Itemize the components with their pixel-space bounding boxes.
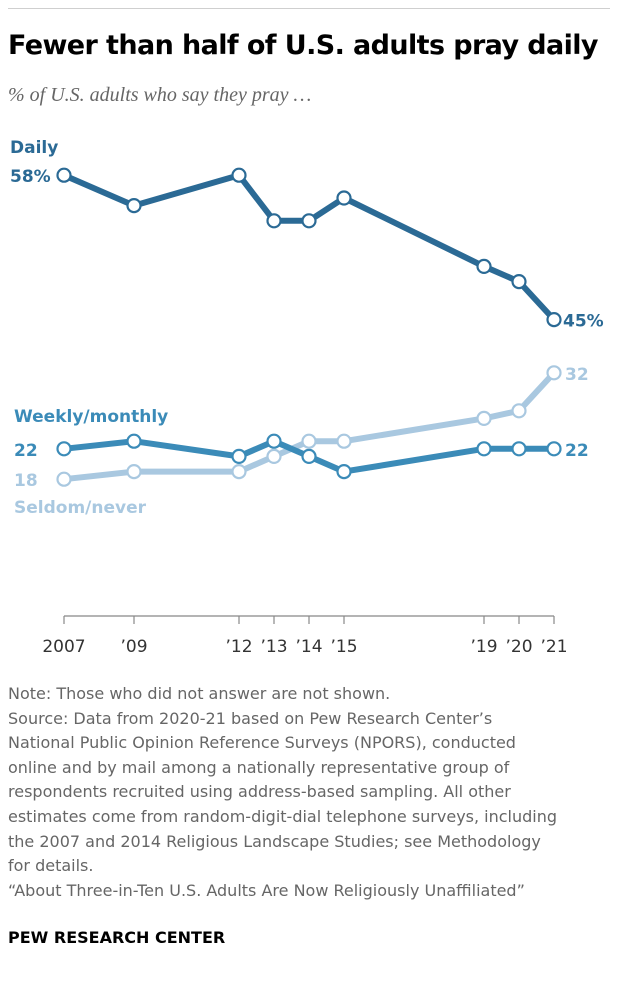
- x-tick-label: ’21: [540, 637, 567, 657]
- data-point-weekly-monthly: [546, 441, 562, 457]
- data-point-seldom-never: [301, 433, 317, 449]
- end-label-daily: 45%: [563, 312, 604, 332]
- data-point-weekly-monthly: [266, 433, 282, 449]
- source-line: estimates come from random-digit-dial te…: [8, 806, 558, 826]
- data-point-daily: [476, 258, 492, 274]
- data-point-daily: [546, 312, 562, 328]
- x-tick-label: ’14: [295, 637, 322, 657]
- end-label-weekly-monthly: 22: [565, 441, 589, 461]
- data-point-seldom-never: [56, 471, 72, 487]
- data-point-daily: [301, 213, 317, 229]
- data-point-seldom-never: [546, 365, 562, 381]
- x-tick-label: ’09: [120, 637, 147, 657]
- series-name-seldom-never: Seldom/never: [14, 498, 147, 518]
- data-point-daily: [56, 167, 72, 183]
- source-line: National Public Opinion Reference Survey…: [8, 733, 516, 753]
- data-point-seldom-never: [266, 448, 282, 464]
- data-point-seldom-never: [231, 464, 247, 480]
- data-point-weekly-monthly: [301, 448, 317, 464]
- source-line: online and by mail among a nationally re…: [8, 757, 510, 777]
- series-name-weekly-monthly: Weekly/monthly: [14, 407, 168, 427]
- data-point-daily: [336, 190, 352, 206]
- data-point-weekly-monthly: [126, 433, 142, 449]
- note-line: Note: Those who did not answer are not s…: [8, 684, 391, 703]
- line-chart: 2007 ’09 ’12 ’13 ’14 ’15 ’19 ’20 ’21 Daily 58% 45% W…: [10, 138, 604, 657]
- top-rule: [8, 8, 610, 9]
- source-line: for details.: [8, 856, 94, 876]
- start-label-seldom-never: 18: [14, 471, 38, 491]
- x-tick-label: ’19: [470, 637, 497, 657]
- data-point-daily: [511, 274, 527, 290]
- x-tick-label: ’13: [260, 637, 287, 657]
- series-name-daily: Daily: [10, 138, 58, 158]
- data-point-daily: [126, 197, 142, 214]
- chart-subtitle: % of U.S. adults who say they pray …: [8, 84, 312, 106]
- x-tick-label: 2007: [42, 637, 85, 657]
- start-label-daily: 58%: [10, 167, 51, 187]
- series-line-daily: [61, 172, 557, 323]
- source-line: respondents recruited using address-base…: [8, 782, 511, 802]
- data-point-weekly-monthly: [56, 441, 72, 457]
- x-tick-label: ’15: [330, 637, 357, 657]
- x-tick-label: ’12: [225, 637, 252, 657]
- footer-logo-text: PEW RESEARCH CENTER: [8, 928, 226, 947]
- start-label-weekly-monthly: 22: [14, 441, 38, 461]
- data-point-daily: [231, 167, 247, 183]
- data-point-daily: [266, 213, 282, 229]
- data-point-seldom-never: [511, 403, 527, 419]
- source-line: the 2007 and 2014 Religious Landscape St…: [8, 831, 541, 851]
- notes: Note: Those who did not answer are not s…: [8, 682, 612, 903]
- data-point-weekly-monthly: [511, 441, 527, 457]
- source-line: Source: Data from 2020-21 based on Pew R…: [8, 708, 493, 728]
- x-tick-label: ’20: [505, 637, 532, 657]
- data-point-weekly-monthly: [476, 441, 492, 457]
- chart-title: Fewer than half of U.S. adults pray dail…: [8, 30, 599, 61]
- data-point-weekly-monthly: [336, 464, 352, 480]
- report-title: “About Three-in-Ten U.S. Adults Are Now …: [8, 880, 525, 900]
- data-point-seldom-never: [476, 410, 492, 426]
- data-point-seldom-never: [126, 464, 142, 480]
- data-point-weekly-monthly: [231, 448, 247, 464]
- end-label-seldom-never: 32: [565, 365, 589, 385]
- data-point-seldom-never: [336, 433, 352, 449]
